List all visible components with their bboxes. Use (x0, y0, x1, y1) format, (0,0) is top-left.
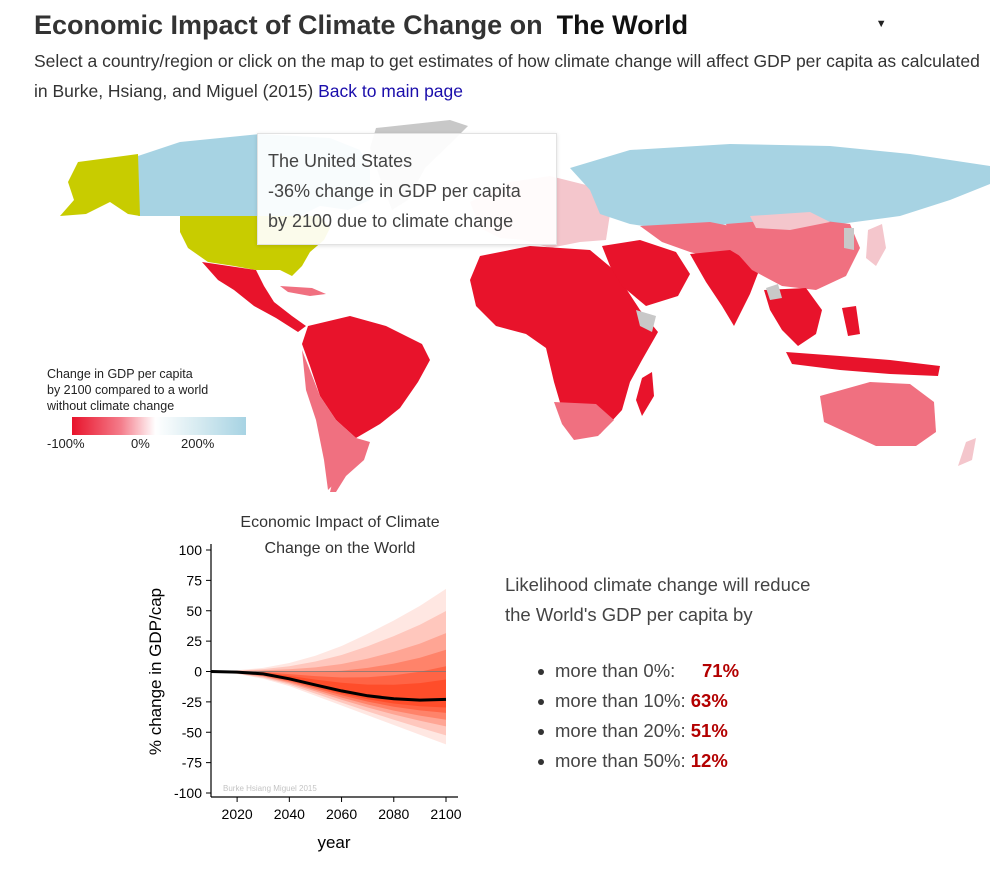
likelihood-value: 63% (690, 690, 728, 711)
likelihood-title-line1: Likelihood climate change will reduce (505, 574, 811, 595)
map-new-zealand[interactable] (958, 438, 976, 466)
y-axis-label: % change in GDP/cap (146, 588, 165, 755)
back-to-main-link[interactable]: Back to main page (318, 81, 464, 101)
legend-tick-right: 200% (181, 436, 215, 451)
map-mongolia[interactable] (750, 212, 830, 230)
map-mexico[interactable] (202, 262, 306, 332)
likelihood-item: more than 10%: 63% (538, 686, 865, 716)
chart-watermark: Burke Hsiang Miguel 2015 (223, 784, 317, 793)
likelihood-value: 12% (690, 750, 728, 771)
region-selected-value: The World (556, 9, 689, 40)
legend-color-scale (72, 417, 246, 435)
map-alaska[interactable] (60, 154, 140, 216)
map-caribbean[interactable] (280, 286, 326, 296)
x-tick-label: 2100 (430, 806, 461, 822)
y-tick-label: -50 (182, 724, 202, 740)
likelihood-label: more than 10%: (555, 690, 686, 711)
subtitle-text: Select a country/region or click on the … (34, 51, 980, 101)
uncertainty-band (211, 611, 446, 736)
legend-title-line1: Change in GDP per capita (47, 367, 193, 381)
impact-chart: 100 75 50 25 0 -25 -50 -75 -100 2020 2040 2060 2080 2… (140, 505, 480, 868)
map-south-africa[interactable] (554, 402, 614, 440)
map-peru-chile[interactable] (302, 350, 344, 490)
likelihood-value: 71% (702, 660, 740, 681)
likelihood-panel: Likelihood climate change will reduce th… (505, 570, 865, 776)
legend-title-line3: without climate change (47, 399, 175, 413)
map-africa[interactable] (470, 246, 658, 438)
likelihood-title-line2: the World's GDP per capita by (505, 604, 753, 625)
impact-chart-svg: 100 75 50 25 0 -25 -50 -75 -100 2020 2040 2060 2080 2… (146, 514, 462, 852)
likelihood-label: more than 50%: (555, 750, 686, 771)
x-tick-label: 2040 (274, 806, 305, 822)
legend-ticks: -100% 0% 200% (47, 436, 257, 452)
y-tick-label: 25 (186, 633, 202, 649)
uncertainty-band (211, 633, 446, 727)
country-tooltip: The United States -36% change in GDP per… (257, 133, 557, 245)
map-india[interactable] (690, 250, 760, 326)
x-tick-label: 2060 (326, 806, 357, 822)
page-subtitle: Select a country/region or click on the … (34, 46, 994, 106)
map-central-asia[interactable] (640, 222, 750, 260)
page-title: Economic Impact of Climate Change on (34, 9, 543, 40)
map-japan[interactable] (866, 224, 886, 266)
map-china[interactable] (726, 218, 860, 290)
legend-title-line2: by 2100 compared to a world (47, 383, 209, 397)
y-tick-label: -75 (182, 755, 202, 771)
y-tick-label: 75 (186, 572, 202, 588)
map-madagascar[interactable] (636, 372, 654, 416)
tooltip-country: The United States (268, 151, 413, 171)
map-southeast-asia[interactable] (764, 288, 822, 346)
likelihood-item: more than 20%: 51% (538, 716, 865, 746)
x-axis-label: year (317, 833, 350, 852)
map-legend: Change in GDP per capita by 2100 compare… (47, 366, 257, 452)
likelihood-item: more than 50%: 12% (538, 746, 865, 776)
map-horn-of-africa[interactable] (636, 310, 656, 332)
map-argentina[interactable] (330, 420, 370, 492)
tooltip-change: -36% change in GDP per capita (268, 181, 521, 201)
legend-tick-left: -100% (47, 436, 85, 451)
y-tick-label: 0 (194, 664, 202, 680)
map-russia[interactable] (570, 144, 990, 230)
y-tick-label: 100 (179, 542, 203, 558)
chevron-down-icon: ▼ (875, 18, 887, 30)
x-tick-label: 2080 (378, 806, 409, 822)
map-middle-east[interactable] (602, 240, 690, 306)
map-no-data-patch[interactable] (766, 284, 782, 300)
likelihood-label: more than 0%: (555, 660, 676, 681)
tooltip-year: by 2100 due to climate change (268, 211, 514, 231)
map-no-data-patch-2[interactable] (844, 228, 854, 250)
likelihood-label: more than 20%: (555, 720, 686, 741)
header: Economic Impact of Climate Change on The… (34, 6, 994, 106)
chart-title-line2: Change on the World (265, 540, 416, 557)
likelihood-value: 51% (690, 720, 728, 741)
region-dropdown[interactable]: The World ▼ (557, 8, 887, 42)
map-south-america-north[interactable] (302, 316, 430, 438)
chart-title-line1: Economic Impact of Climate (240, 514, 439, 531)
legend-tick-mid: 0% (131, 436, 150, 451)
likelihood-item: more than 0%: 71% (538, 656, 865, 686)
median-line (210, 670, 447, 702)
x-tick-label: 2020 (222, 806, 253, 822)
map-philippines[interactable] (842, 306, 860, 336)
y-tick-label: -100 (174, 785, 202, 801)
y-tick-label: 50 (186, 603, 202, 619)
map-indonesia[interactable] (786, 352, 940, 376)
uncertainty-band (211, 588, 446, 745)
y-tick-label: -25 (182, 694, 202, 710)
likelihood-list: more than 0%: 71% more than 10%: 63% more… (505, 656, 865, 776)
map-australia[interactable] (820, 382, 936, 446)
